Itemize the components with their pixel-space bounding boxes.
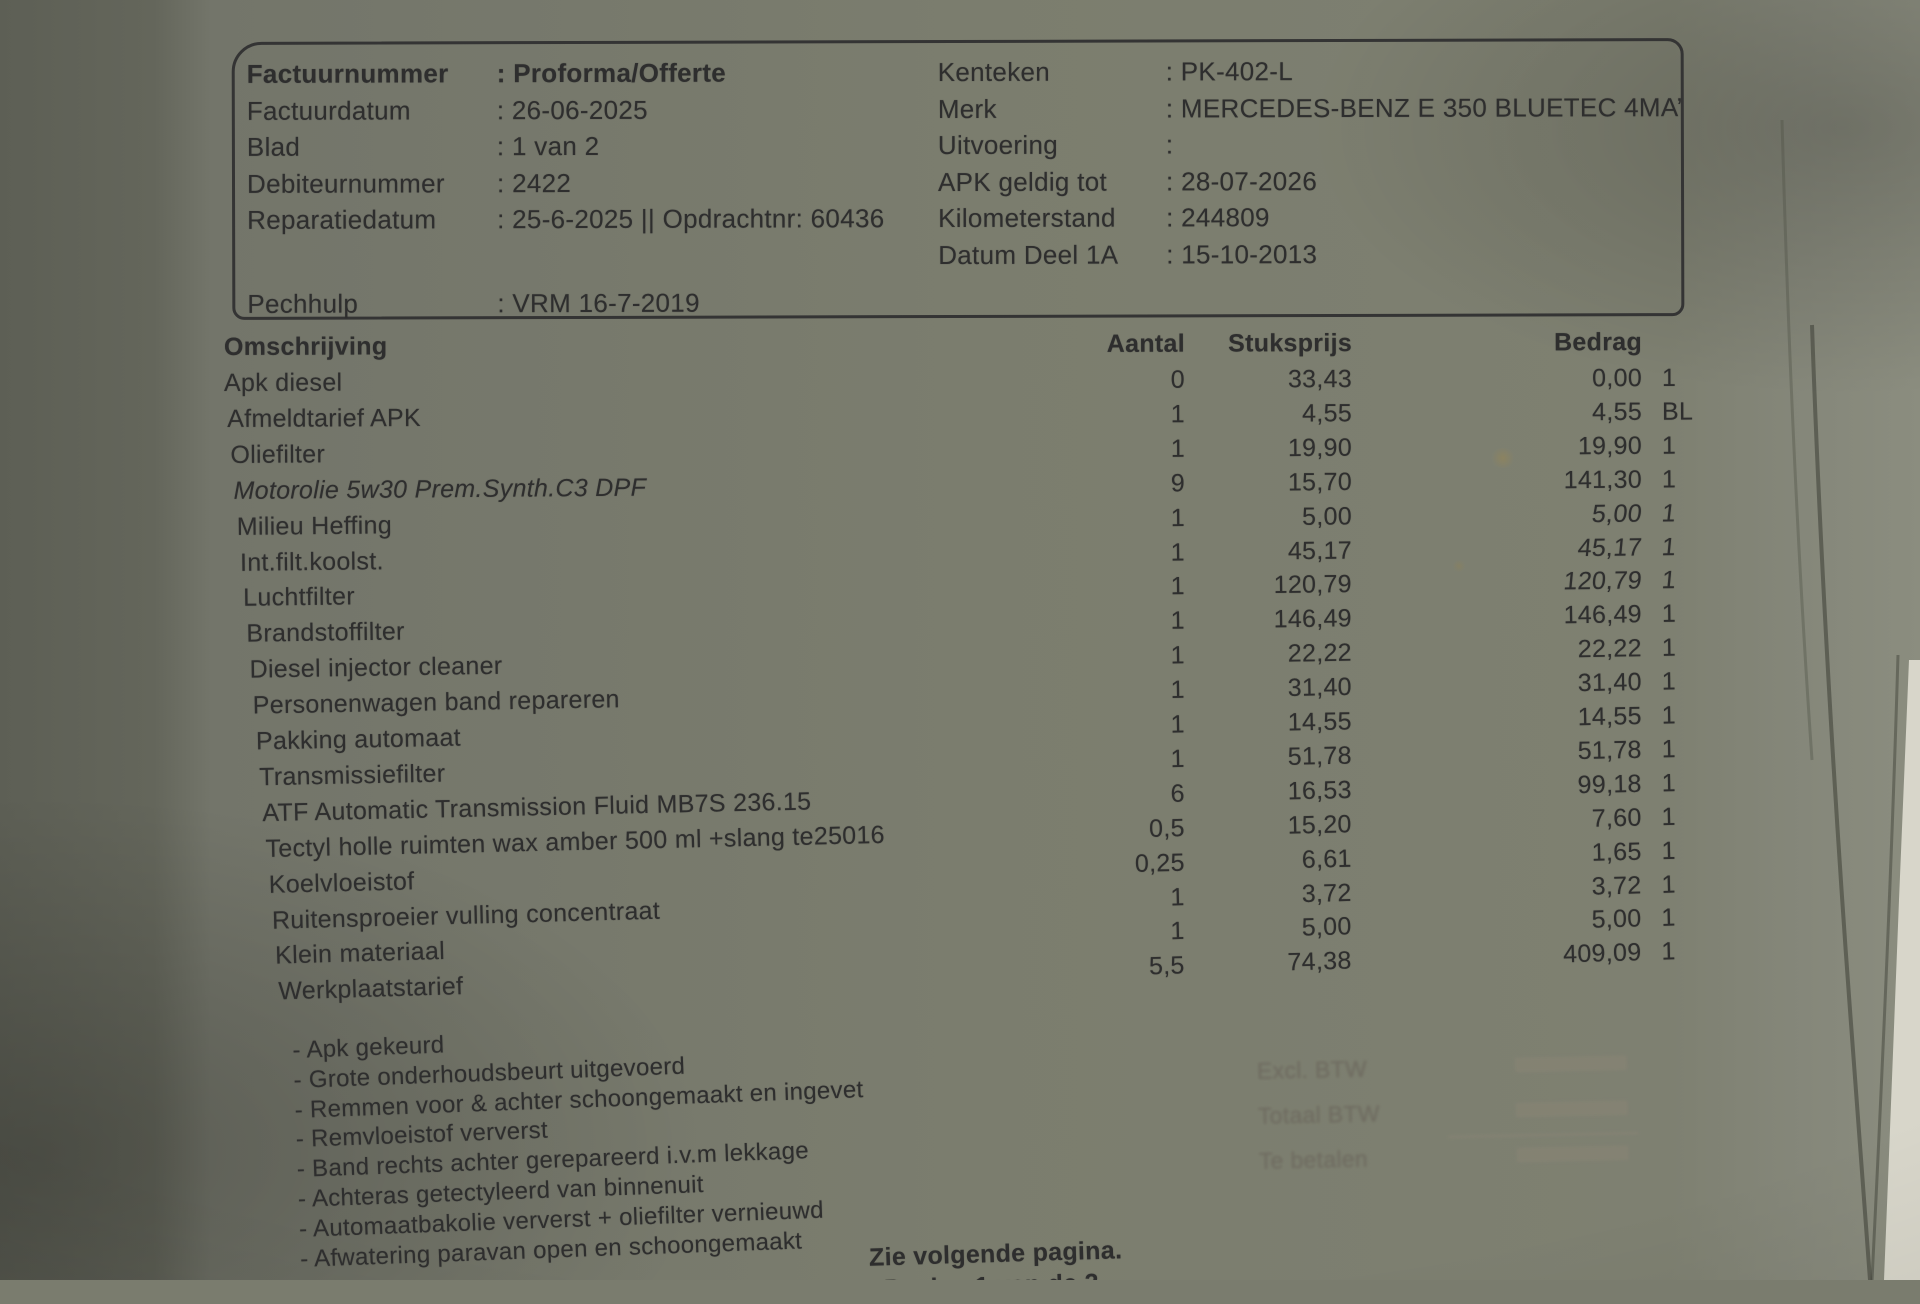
item-unit-price: 16,53 [1287, 775, 1353, 806]
item-unit-price: 6,61 [1301, 844, 1353, 874]
item-amount: 4,55 [1592, 397, 1643, 426]
item-code: 1 [1661, 465, 1677, 494]
item-unit-price: 45,17 [1287, 536, 1353, 565]
item-code: 1 [1660, 532, 1678, 561]
item-code: 1 [1661, 735, 1677, 764]
item-desc: Luchtfilter [243, 582, 356, 613]
second-page-edge [1884, 660, 1920, 1280]
item-code: 1 [1660, 498, 1678, 528]
item-amount: 14,55 [1577, 702, 1643, 732]
item-amount: 51,78 [1577, 735, 1642, 765]
work-remarks: - Apk gekeurd - Grote onderhoudsbeurt ui… [292, 1015, 869, 1274]
item-unit-price: 146,49 [1273, 604, 1353, 634]
item-amount: 7,60 [1591, 803, 1642, 833]
item-desc: Transmissiefilter [258, 759, 446, 792]
item-desc: Int.filt.koolst. [239, 546, 384, 577]
item-amount: 146,49 [1563, 600, 1643, 630]
item-amount: 5,00 [1590, 499, 1644, 528]
item-code: 1 [1661, 701, 1677, 730]
item-desc: Brandstoffilter [246, 617, 405, 648]
item-desc: Apk diesel [223, 368, 343, 397]
item-unit-price: 14,55 [1287, 707, 1353, 737]
item-code: 1 [1661, 836, 1677, 865]
item-desc: Afmeldtarief APK [227, 403, 422, 433]
item-unit-price: 19,90 [1287, 433, 1353, 462]
ghost-amount-smudge [1515, 1100, 1628, 1118]
item-unit-price: 33,43 [1287, 365, 1353, 394]
item-unit-price: 31,40 [1287, 673, 1353, 703]
item-unit-price: 51,78 [1287, 741, 1353, 771]
item-unit-price: 3,72 [1301, 878, 1352, 908]
item-desc: Motorolie 5w30 Prem.Synth.C3 DPF [233, 473, 647, 505]
item-amount: 0,00 [1592, 364, 1643, 393]
item-amount: 99,18 [1577, 769, 1642, 799]
item-desc: Koelvloeistof [268, 866, 415, 899]
column-header-stuksprijs: Stuksprijs [1228, 329, 1353, 358]
item-code: 1 [1661, 768, 1677, 798]
item-code: 1 [1661, 869, 1677, 899]
ghost-label: Te betalen [1258, 1145, 1369, 1174]
item-code: 1 [1661, 937, 1677, 966]
table-header-row: Omschrijving Aantal Stuksprijs Bedrag [224, 325, 1724, 364]
item-code: 1 [1661, 667, 1677, 696]
item-code: 1 [1661, 431, 1677, 460]
item-amount: 1,65 [1591, 837, 1642, 867]
bleed-through-totals: Excl. BTW Totaal BTW Te betalen [1257, 1048, 1640, 1191]
item-code: BL [1661, 397, 1694, 426]
ghost-amount-smudge [1516, 1145, 1629, 1163]
paper-stain [1490, 448, 1516, 468]
item-desc: Milieu Heffing [236, 511, 393, 541]
item-code: 1 [1661, 633, 1677, 663]
column-header-omschrijving: Omschrijving [223, 332, 388, 361]
item-desc: Pakking automaat [255, 723, 462, 756]
ghost-label: Excl. BTW [1256, 1055, 1368, 1084]
item-desc: Oliefilter [230, 440, 326, 469]
item-code: 1 [1661, 802, 1677, 831]
item-desc: Klein materiaal [274, 937, 446, 970]
item-amount: 22,22 [1577, 634, 1643, 664]
item-unit-price: 22,22 [1287, 638, 1353, 668]
page-indicator: Pagina 1 van de 2 [883, 1268, 1100, 1304]
item-code: 1 [1661, 600, 1677, 629]
item-unit-price: 15,70 [1287, 467, 1353, 497]
paper-stain [1452, 560, 1466, 572]
item-amount: 19,90 [1577, 431, 1643, 461]
item-unit-price: 74,38 [1287, 946, 1352, 977]
table-row: Apk diesel 0 33,43 0,00 1 [224, 361, 1724, 400]
item-code: 1 [1660, 566, 1678, 595]
column-header-bedrag: Bedrag [1554, 328, 1643, 357]
item-unit-price: 15,20 [1287, 809, 1353, 840]
item-amount: 141,30 [1563, 465, 1643, 494]
item-code: 1 [1661, 903, 1677, 933]
item-amount: 409,09 [1562, 938, 1642, 969]
ghost-amount-smudge [1514, 1055, 1628, 1073]
item-unit-price: 120,79 [1273, 570, 1353, 600]
item-unit-price: 4,55 [1302, 399, 1353, 428]
item-desc: Werkplaatstarief [277, 972, 464, 1006]
item-amount: 31,40 [1577, 668, 1643, 698]
item-code: 1 [1661, 363, 1677, 392]
item-desc: Diesel injector cleaner [249, 651, 503, 684]
item-desc: Personenwagen band repareren [252, 685, 620, 720]
item-unit-price: 5,00 [1301, 501, 1353, 531]
ghost-label: Totaal BTW [1257, 1100, 1381, 1129]
